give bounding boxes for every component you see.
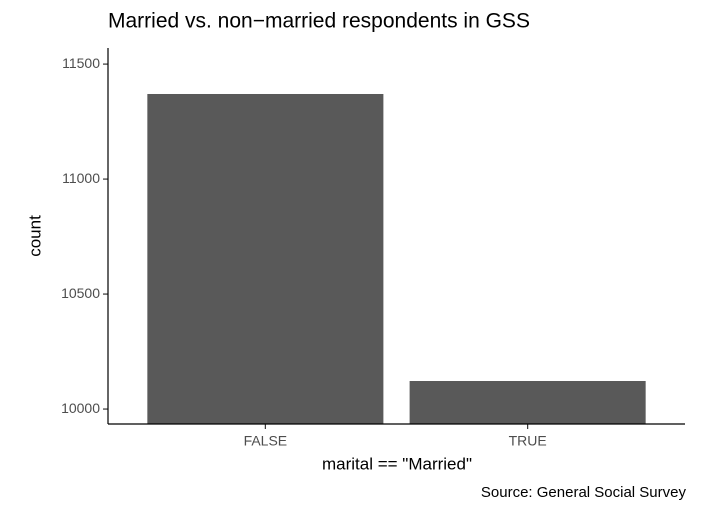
- chart-title: Married vs. non−married respondents in G…: [108, 10, 530, 33]
- bar: [409, 380, 646, 424]
- y-tick-label: 10000: [61, 400, 100, 416]
- y-tick-label: 11000: [62, 170, 100, 186]
- x-tick-label: TRUE: [509, 433, 547, 449]
- y-tick-label: 11500: [62, 55, 100, 71]
- x-tick-label: FALSE: [244, 433, 288, 449]
- bar: [147, 93, 384, 424]
- x-axis-label: marital == "Married": [322, 454, 472, 473]
- y-axis-label: count: [25, 215, 44, 257]
- caption: Source: General Social Survey: [481, 484, 687, 501]
- y-tick-label: 10500: [61, 285, 100, 301]
